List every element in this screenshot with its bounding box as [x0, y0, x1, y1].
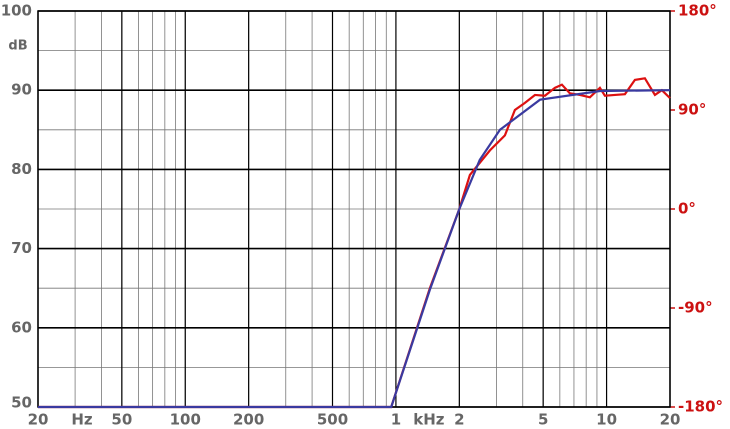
x-tick-label: 50 [111, 411, 132, 429]
y2-tick-label: -180° [678, 398, 723, 416]
x-tick-label: 100 [170, 411, 201, 429]
x-tick-label: 20 [28, 411, 49, 429]
y-tick-label: 60 [11, 318, 32, 336]
y2-tick-label: 90° [678, 101, 706, 119]
y-tick-label: 80 [11, 160, 32, 178]
x-tick-label: 1 [391, 411, 401, 429]
x-tick-label: 200 [233, 411, 264, 429]
x-tick-label: 5 [538, 411, 548, 429]
y-unit: dB [8, 39, 27, 54]
x-unit-label: Hz [71, 411, 93, 429]
line-series [38, 77, 671, 409]
x-tick-label: 2 [454, 411, 464, 429]
x-tick-label: 10 [596, 411, 617, 429]
y-tick-label: 100 [1, 2, 32, 20]
y2-tick-label: 0° [678, 200, 696, 218]
y-tick-label: 90 [11, 81, 32, 99]
y-tick-label: 70 [11, 239, 32, 257]
x-unit-label: kHz [413, 411, 445, 429]
y2-tick-label: 180° [678, 2, 717, 20]
x-tick-label: 20 [660, 411, 681, 429]
y-tick-label: 50 [11, 394, 32, 412]
x-tick-label: 500 [317, 411, 348, 429]
line-series [38, 89, 671, 409]
y2-tick-label: -90° [678, 299, 713, 317]
